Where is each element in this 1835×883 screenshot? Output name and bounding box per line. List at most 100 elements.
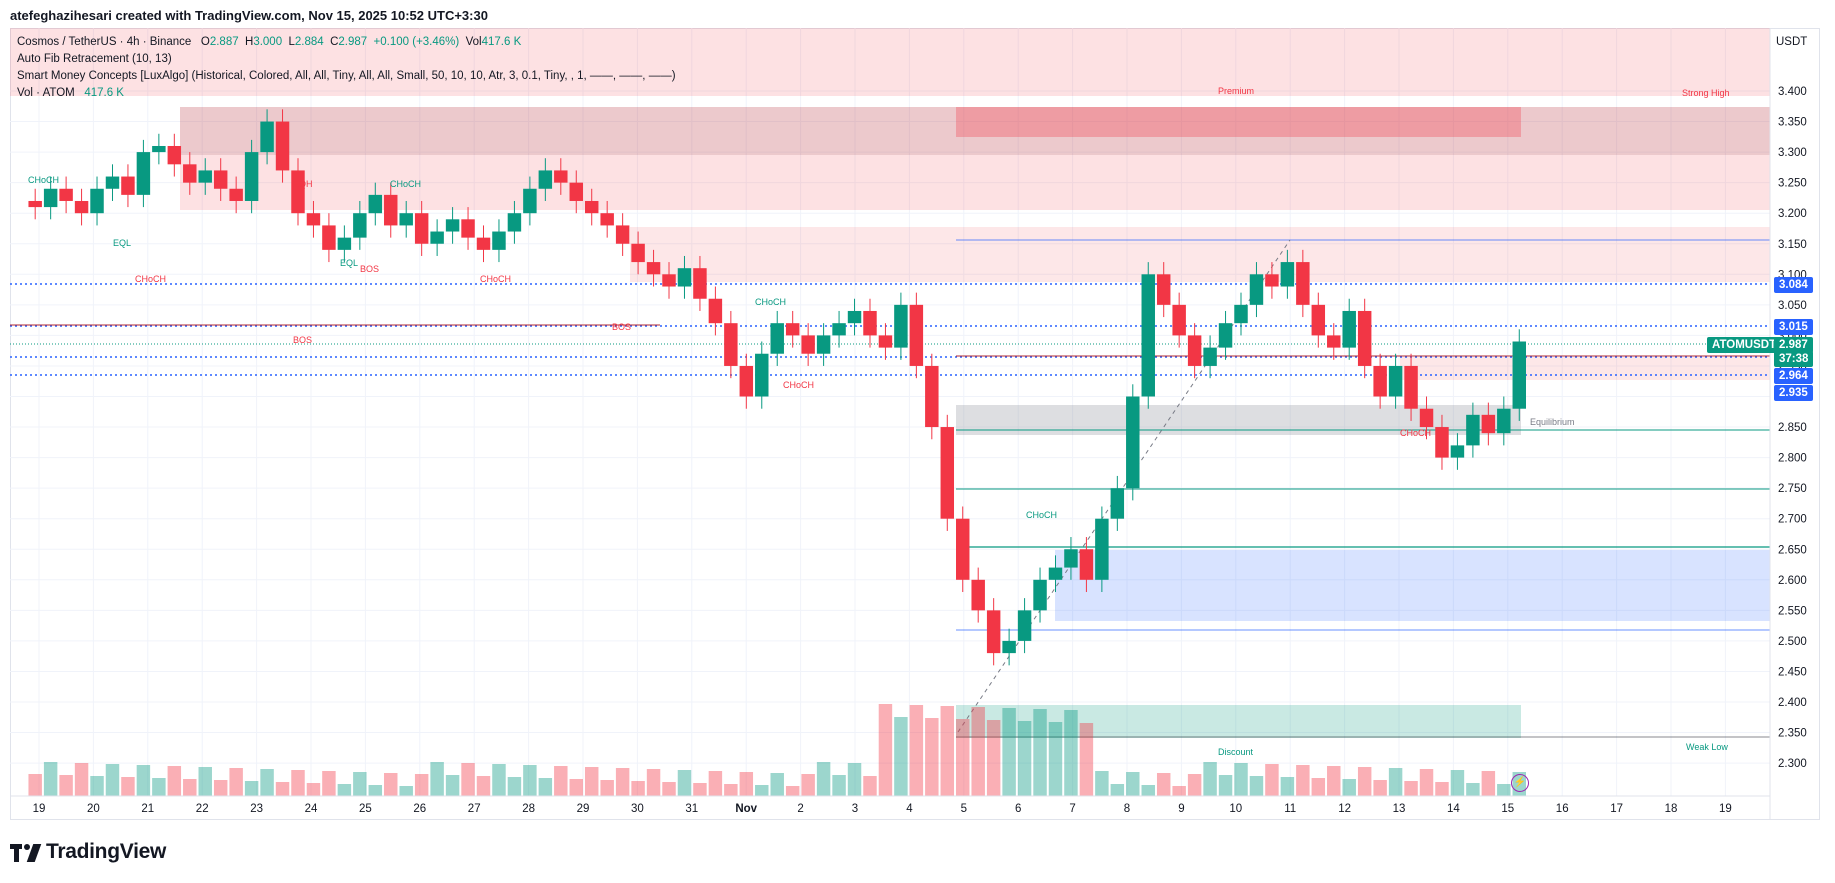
candle-body [1481, 414, 1496, 434]
choch-label-8: CHoCH [1400, 428, 1431, 438]
volume-bar [956, 719, 970, 796]
tradingview-logo[interactable]: TradingView [10, 840, 166, 864]
volume-bar [306, 783, 321, 796]
candle-body [677, 268, 692, 287]
indicator-volume[interactable]: Vol · ATOM 417.6 K [17, 85, 676, 102]
candle-body [925, 365, 939, 428]
volume-bar [90, 776, 104, 796]
price-tick-label: 2.850 [1778, 422, 1807, 434]
candle-body [1017, 610, 1032, 641]
candle-body [152, 145, 166, 153]
price-tick-label: 2.550 [1778, 605, 1807, 617]
choch-label-7: CHoCH [1026, 510, 1057, 520]
candle-body [445, 219, 460, 232]
candle-body [801, 335, 815, 354]
supply-zone-2 [180, 155, 1770, 210]
indicator-smc[interactable]: Smart Money Concepts [LuxAlgo] (Historic… [17, 70, 676, 82]
time-tick-label: 10 [1229, 803, 1242, 815]
candle-body [1218, 323, 1233, 348]
time-tick-label: 14 [1447, 803, 1460, 815]
volume-bar [1265, 764, 1279, 796]
volume-bar [322, 771, 336, 796]
volume-bar [1249, 776, 1264, 796]
candle-body [1234, 304, 1248, 324]
grid [10, 28, 1770, 796]
candle-body [136, 152, 151, 195]
demand-zone [1055, 550, 1770, 621]
volume-bar [832, 775, 846, 796]
volume-bar [662, 782, 676, 796]
indicator-volume-value: 417.6 K [84, 87, 124, 99]
candle-body [1203, 347, 1217, 366]
lightning-icon[interactable]: ⚡ [1511, 774, 1529, 792]
time-tick-label: 4 [906, 803, 913, 815]
candle-body [476, 237, 491, 250]
time-tick-label: 31 [685, 803, 698, 815]
candle-body [90, 188, 104, 214]
price-tag-3015: 3.015 [1774, 319, 1813, 335]
low-value: 2.884 [294, 36, 324, 48]
candle-body [986, 610, 1001, 654]
volume-bar [476, 776, 491, 796]
candle-body [708, 298, 723, 324]
volume-bar [1033, 709, 1047, 796]
candle-body [1187, 335, 1202, 366]
symbol-title[interactable]: Cosmos / TetherUS · 4h · Binance [17, 36, 192, 48]
time-tick-label: 23 [250, 803, 263, 815]
volume-bar [28, 774, 42, 796]
candle-body [260, 121, 274, 153]
price-tick-label: 2.800 [1778, 453, 1807, 465]
last-price-tag: 2.987 [1774, 337, 1813, 353]
candle-body [244, 152, 259, 201]
volume-bar [600, 780, 614, 796]
price-tick-label: 3.250 [1778, 178, 1807, 190]
price-tick-label: 2.600 [1778, 575, 1807, 587]
volume-bar [631, 781, 645, 796]
chart-frame[interactable] [10, 28, 1820, 820]
volume-bar [693, 783, 707, 796]
volume-bar [1327, 766, 1341, 796]
choch-label-6: CHoCH [783, 380, 814, 390]
currency-label[interactable]: USDT [1776, 36, 1808, 48]
indicator-fib[interactable]: Auto Fib Retracement (10, 13) [17, 53, 172, 65]
time-tick-label: 27 [468, 803, 481, 815]
volume-bar [1280, 777, 1295, 796]
volume-bar [213, 780, 228, 796]
price-tick-label: 3.300 [1778, 147, 1807, 159]
volume-bar [121, 777, 135, 796]
candle-body [183, 164, 197, 183]
time-axis[interactable]: 19 20 21 22 23 24 25 26 27 28 29 30 31 Nov 2 3 4 5 6 7 8 9 10 1… [33, 803, 1732, 815]
candle-body [384, 194, 398, 226]
candle-body [1156, 274, 1171, 305]
volume-bar [368, 785, 383, 796]
candle-body [584, 200, 599, 214]
eql-label-2: EQL [340, 258, 358, 268]
price-tag-2964: 2.964 [1774, 368, 1813, 384]
candle-body [1450, 445, 1465, 458]
candle-body [1497, 408, 1511, 434]
volume-bar [538, 778, 553, 796]
time-tick-label: 2 [797, 803, 803, 815]
volume-bar [708, 771, 723, 796]
candle-body [971, 579, 985, 611]
volume-bar [1388, 768, 1403, 796]
volume-bar [430, 762, 444, 796]
candle-body [770, 323, 784, 354]
volume-bar [43, 762, 58, 796]
candle-body [28, 200, 42, 208]
candle-body [74, 200, 89, 214]
price-axis[interactable]: 3.4003.3503.3003.2503.2003.1503.1003.050… [1778, 86, 1807, 770]
candle-body [600, 213, 614, 226]
price-tick-label: 2.700 [1778, 514, 1807, 526]
time-tick-label: 7 [1069, 803, 1075, 815]
volume-bar [785, 786, 800, 796]
candle-body [306, 213, 321, 226]
candle-body [275, 121, 290, 171]
vol-label: Vol [465, 36, 482, 48]
candle-body [167, 145, 182, 165]
volume-bar [554, 766, 568, 796]
volume-bar [523, 765, 537, 796]
candle-body [739, 365, 754, 397]
discount-zone [956, 705, 1521, 738]
